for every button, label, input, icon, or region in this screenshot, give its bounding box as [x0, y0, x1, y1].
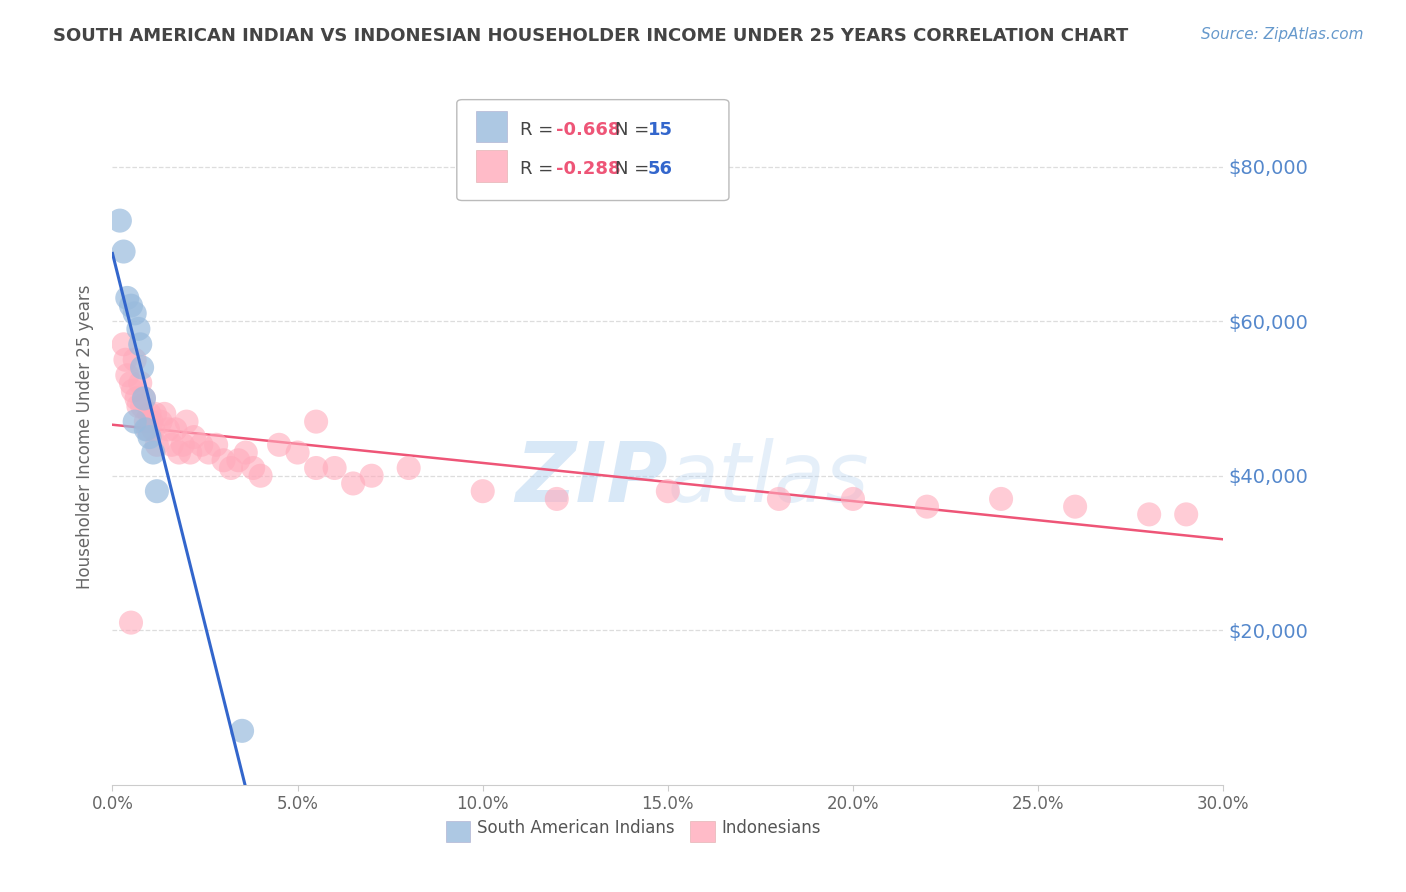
Point — [167, 445, 190, 459]
Point — [228, 453, 250, 467]
Point — [129, 376, 152, 390]
Text: -0.668: -0.668 — [555, 120, 620, 138]
Point — [267, 438, 291, 452]
FancyBboxPatch shape — [446, 821, 470, 842]
Point — [114, 352, 136, 367]
Point — [124, 306, 146, 320]
Text: 56: 56 — [648, 161, 673, 178]
Point — [305, 461, 328, 475]
Text: Source: ZipAtlas.com: Source: ZipAtlas.com — [1201, 27, 1364, 42]
Point — [112, 337, 135, 351]
Point — [142, 422, 165, 436]
Point — [231, 723, 253, 738]
Point — [117, 291, 139, 305]
Point — [141, 415, 163, 429]
Point — [136, 422, 159, 436]
Text: ZIP: ZIP — [515, 438, 668, 519]
FancyBboxPatch shape — [475, 151, 506, 182]
Point — [1137, 508, 1160, 522]
Point — [360, 468, 382, 483]
Point — [1064, 500, 1087, 514]
Point — [342, 476, 364, 491]
Text: N =: N = — [614, 161, 655, 178]
FancyBboxPatch shape — [475, 111, 506, 142]
Point — [142, 445, 165, 459]
Text: R =: R = — [520, 120, 560, 138]
Point — [842, 491, 865, 506]
Point — [120, 299, 142, 313]
Point — [120, 615, 142, 630]
Point — [657, 484, 679, 499]
Point — [124, 415, 146, 429]
Point — [179, 445, 201, 459]
Point — [205, 438, 228, 452]
Point — [131, 360, 153, 375]
Y-axis label: Householder Income Under 25 years: Householder Income Under 25 years — [76, 285, 94, 590]
Point — [108, 213, 131, 227]
Point — [190, 438, 212, 452]
Point — [212, 453, 235, 467]
Point — [132, 392, 155, 406]
Point — [129, 337, 152, 351]
Point — [183, 430, 205, 444]
Point — [287, 445, 309, 459]
Point — [915, 500, 938, 514]
Point — [235, 445, 257, 459]
Point — [172, 438, 194, 452]
Text: atlas: atlas — [668, 438, 869, 519]
Point — [132, 392, 155, 406]
Point — [112, 244, 135, 259]
Point — [135, 422, 157, 436]
Text: 15: 15 — [648, 120, 673, 138]
Point — [143, 407, 166, 421]
Point — [127, 322, 149, 336]
Point — [546, 491, 568, 506]
Point — [398, 461, 420, 475]
Point — [135, 415, 157, 429]
Point — [768, 491, 790, 506]
FancyBboxPatch shape — [457, 100, 728, 201]
Point — [127, 399, 149, 413]
Point — [323, 461, 346, 475]
Point — [117, 368, 139, 383]
Point — [125, 392, 148, 406]
Text: Indonesians: Indonesians — [721, 819, 821, 837]
Text: N =: N = — [614, 120, 655, 138]
Point — [160, 438, 183, 452]
Point — [471, 484, 494, 499]
Point — [120, 376, 142, 390]
Point — [242, 461, 264, 475]
Point — [131, 399, 153, 413]
Point — [219, 461, 242, 475]
Point — [249, 468, 271, 483]
Point — [146, 484, 169, 499]
Point — [176, 415, 198, 429]
Point — [305, 415, 328, 429]
Point — [1175, 508, 1198, 522]
Point — [138, 430, 160, 444]
Text: -0.288: -0.288 — [555, 161, 620, 178]
Point — [146, 438, 169, 452]
Point — [121, 384, 143, 398]
Point — [149, 415, 172, 429]
Point — [138, 407, 160, 421]
Text: SOUTH AMERICAN INDIAN VS INDONESIAN HOUSEHOLDER INCOME UNDER 25 YEARS CORRELATIO: SOUTH AMERICAN INDIAN VS INDONESIAN HOUS… — [53, 27, 1129, 45]
Point — [990, 491, 1012, 506]
Point — [197, 445, 219, 459]
Point — [165, 422, 187, 436]
Text: R =: R = — [520, 161, 560, 178]
Text: South American Indians: South American Indians — [477, 819, 675, 837]
FancyBboxPatch shape — [690, 821, 714, 842]
Point — [157, 422, 180, 436]
Point — [124, 352, 146, 367]
Point — [153, 407, 176, 421]
